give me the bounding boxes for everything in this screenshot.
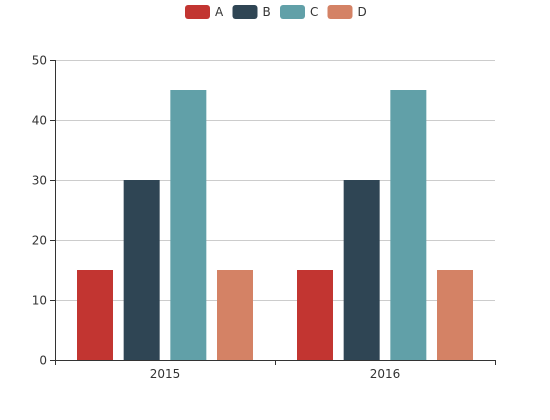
y-tick-label: 20 xyxy=(32,234,47,248)
legend-swatch xyxy=(327,5,353,19)
bar-a-2016 xyxy=(297,270,333,360)
legend-swatch xyxy=(232,5,258,19)
legend-item-b: B xyxy=(232,5,271,19)
bar-d-2015 xyxy=(217,270,253,360)
y-tick-label: 10 xyxy=(32,294,47,308)
gridlines xyxy=(55,60,495,301)
y-tick-label: 30 xyxy=(32,174,47,188)
axes: 0 10 20 30 40 50 2015 2016 xyxy=(32,54,496,381)
legend-label: C xyxy=(310,5,318,19)
y-tick-label: 50 xyxy=(32,54,47,68)
legend-label: B xyxy=(263,5,271,19)
legend: A B C D xyxy=(185,5,367,19)
y-tick-label: 40 xyxy=(32,114,47,128)
legend-item-d: D xyxy=(327,5,367,19)
legend-swatch xyxy=(280,5,305,19)
legend-label: A xyxy=(215,5,224,19)
legend-item-c: C xyxy=(280,5,318,19)
bar-c-2015 xyxy=(170,90,207,360)
legend-label: D xyxy=(358,5,367,19)
bar-d-2016 xyxy=(437,270,473,360)
legend-swatch xyxy=(185,5,210,19)
bar-b-2015 xyxy=(123,180,160,360)
y-tick-label: 0 xyxy=(39,354,47,368)
x-tick-label: 2015 xyxy=(150,367,181,381)
legend-item-a: A xyxy=(185,5,224,19)
bar-b-2016 xyxy=(343,180,380,360)
bar-c-2016 xyxy=(390,90,427,360)
bars xyxy=(77,90,473,360)
bar-a-2015 xyxy=(77,270,113,360)
x-tick-label: 2016 xyxy=(370,367,401,381)
